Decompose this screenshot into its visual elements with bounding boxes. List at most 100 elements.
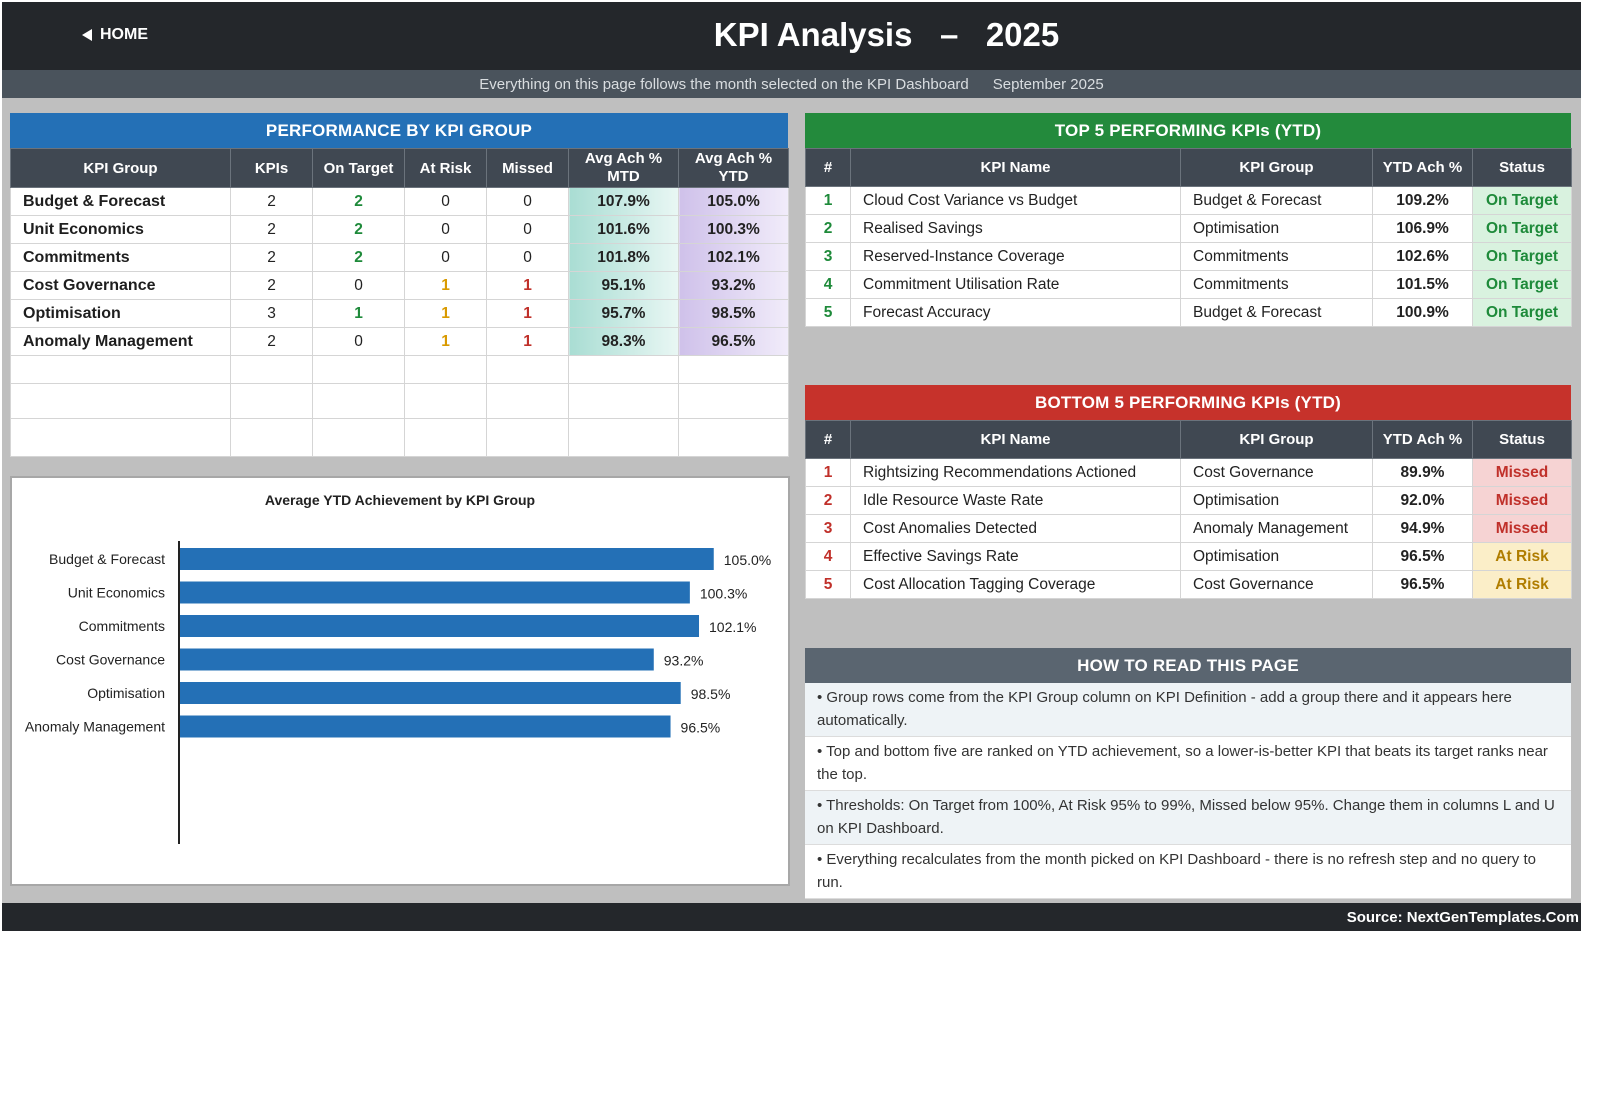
at-risk-cell: 0 bbox=[404, 187, 487, 216]
empty-cell bbox=[312, 383, 405, 419]
status-badge: On Target bbox=[1472, 186, 1572, 215]
status-badge: On Target bbox=[1472, 242, 1572, 271]
at-risk-cell: 0 bbox=[404, 243, 487, 272]
kpi-name-cell: Idle Resource Waste Rate bbox=[850, 486, 1181, 515]
top5-title: TOP 5 PERFORMING KPIs (YTD) bbox=[805, 113, 1571, 148]
rank-cell: 1 bbox=[805, 458, 851, 487]
kpi-group-cell: Unit Economics bbox=[10, 215, 231, 244]
status-badge: At Risk bbox=[1472, 570, 1572, 599]
avg-ytd-cell: 105.0% bbox=[678, 187, 789, 216]
empty-cell bbox=[10, 383, 231, 419]
ytd-ach-cell: 94.9% bbox=[1372, 514, 1473, 543]
empty-cell bbox=[678, 355, 789, 384]
empty-cell bbox=[10, 355, 231, 384]
category-tick-label: Cost Governance bbox=[56, 652, 165, 668]
kpi-group-cell: Optimisation bbox=[1180, 486, 1373, 515]
kpi-name-cell: Cloud Cost Variance vs Budget bbox=[850, 186, 1181, 215]
rank-cell: 2 bbox=[805, 486, 851, 515]
empty-cell bbox=[678, 418, 789, 457]
table-row: 4 Commitment Utilisation Rate Commitments 1… bbox=[805, 270, 1572, 299]
kpi-group-cell: Commitments bbox=[1180, 270, 1373, 299]
col-at-risk: At Risk bbox=[404, 148, 487, 188]
ytd-ach-cell: 102.6% bbox=[1372, 242, 1473, 271]
bar-data-label: 102.1% bbox=[709, 619, 756, 635]
empty-cell bbox=[568, 383, 679, 419]
empty-cell bbox=[486, 383, 569, 419]
missed-cell: 0 bbox=[486, 243, 569, 272]
col-kpi-group: KPI Group bbox=[1180, 420, 1373, 459]
col-rank: # bbox=[805, 148, 851, 187]
table-row: 5 Cost Allocation Tagging Coverage Cost Go… bbox=[805, 570, 1572, 599]
col-status: Status bbox=[1472, 420, 1572, 459]
table-row: Anomaly Management 2 0 1 1 98.3% 96.5% bbox=[10, 327, 789, 356]
subheader-note: Everything on this page follows the mont… bbox=[479, 75, 969, 93]
status-badge: On Target bbox=[1472, 214, 1572, 243]
kpi-name-cell: Forecast Accuracy bbox=[850, 298, 1181, 327]
ytd-ach-cell: 89.9% bbox=[1372, 458, 1473, 487]
ytd-ach-cell: 92.0% bbox=[1372, 486, 1473, 515]
on-target-cell: 1 bbox=[312, 299, 405, 328]
top-header: HOME KPI Analysis – 2025 bbox=[2, 2, 1581, 70]
table-row: Optimisation 3 1 1 1 95.7% 98.5% bbox=[10, 299, 789, 328]
kpi-name-cell: Rightsizing Recommendations Actioned bbox=[850, 458, 1181, 487]
missed-cell: 1 bbox=[486, 327, 569, 356]
category-tick-label: Anomaly Management bbox=[25, 719, 165, 735]
col-avg-mtd: Avg Ach % MTD bbox=[568, 148, 679, 188]
ytd-ach-cell: 96.5% bbox=[1372, 570, 1473, 599]
chart-bar bbox=[180, 648, 654, 671]
status-badge: Missed bbox=[1472, 458, 1572, 487]
rank-cell: 4 bbox=[805, 270, 851, 299]
bar-data-label: 100.3% bbox=[700, 586, 747, 602]
avg-mtd-cell: 95.7% bbox=[568, 299, 679, 328]
avg-mtd-cell: 98.3% bbox=[568, 327, 679, 356]
bar-data-label: 93.2% bbox=[664, 653, 704, 669]
missed-cell: 1 bbox=[486, 271, 569, 300]
kpi-group-cell: Budget & Forecast bbox=[1180, 186, 1373, 215]
chart-bar bbox=[180, 682, 681, 704]
at-risk-cell: 1 bbox=[404, 327, 487, 356]
ytd-ach-cell: 96.5% bbox=[1372, 542, 1473, 571]
status-badge: Missed bbox=[1472, 486, 1572, 515]
home-button[interactable]: HOME bbox=[82, 26, 148, 44]
ytd-achievement-chart: Average YTD Achievement by KPI Group Bud… bbox=[10, 476, 790, 886]
bar-data-label: 98.5% bbox=[691, 686, 731, 702]
ytd-ach-cell: 100.9% bbox=[1372, 298, 1473, 327]
chart-bar bbox=[180, 615, 700, 637]
footer-bar: Source: NextGenTemplates.Com bbox=[2, 903, 1581, 931]
avg-ytd-cell: 100.3% bbox=[678, 215, 789, 244]
empty-cell bbox=[678, 383, 789, 419]
kpi-name-cell: Commitment Utilisation Rate bbox=[850, 270, 1181, 299]
col-kpis: KPIs bbox=[230, 148, 313, 188]
empty-cell bbox=[486, 418, 569, 457]
table-row: Commitments 2 2 0 0 101.8% 102.1% bbox=[10, 243, 789, 272]
table-row: 3 Cost Anomalies Detected Anomaly Manageme… bbox=[805, 514, 1572, 543]
source-credit: Source: NextGenTemplates.Com bbox=[1346, 908, 1579, 926]
col-status: Status bbox=[1472, 148, 1572, 187]
empty-row bbox=[10, 418, 789, 457]
kpi-group-cell: Anomaly Management bbox=[10, 327, 231, 356]
on-target-cell: 2 bbox=[312, 215, 405, 244]
category-tick-label: Commitments bbox=[79, 618, 165, 634]
col-kpi-name: KPI Name bbox=[850, 148, 1181, 187]
rank-cell: 3 bbox=[805, 514, 851, 543]
table-row: 4 Effective Savings Rate Optimisation 96.5%… bbox=[805, 542, 1572, 571]
ytd-ach-cell: 106.9% bbox=[1372, 214, 1473, 243]
kpi-name-cell: Cost Allocation Tagging Coverage bbox=[850, 570, 1181, 599]
kpi-group-cell: Cost Governance bbox=[1180, 570, 1373, 599]
subheader-bar: Everything on this page follows the mont… bbox=[2, 70, 1581, 98]
empty-cell bbox=[404, 355, 487, 384]
kpi-group-cell: Commitments bbox=[1180, 242, 1373, 271]
chart-bar bbox=[180, 548, 714, 570]
rank-cell: 5 bbox=[805, 570, 851, 599]
kpi-group-cell: Cost Governance bbox=[10, 271, 231, 300]
avg-ytd-cell: 93.2% bbox=[678, 271, 789, 300]
on-target-cell: 0 bbox=[312, 327, 405, 356]
missed-cell: 0 bbox=[486, 187, 569, 216]
avg-mtd-cell: 101.8% bbox=[568, 243, 679, 272]
empty-cell bbox=[404, 418, 487, 457]
kpis-cell: 2 bbox=[230, 327, 313, 356]
kpi-group-cell: Optimisation bbox=[10, 299, 231, 328]
kpi-name-cell: Cost Anomalies Detected bbox=[850, 514, 1181, 543]
